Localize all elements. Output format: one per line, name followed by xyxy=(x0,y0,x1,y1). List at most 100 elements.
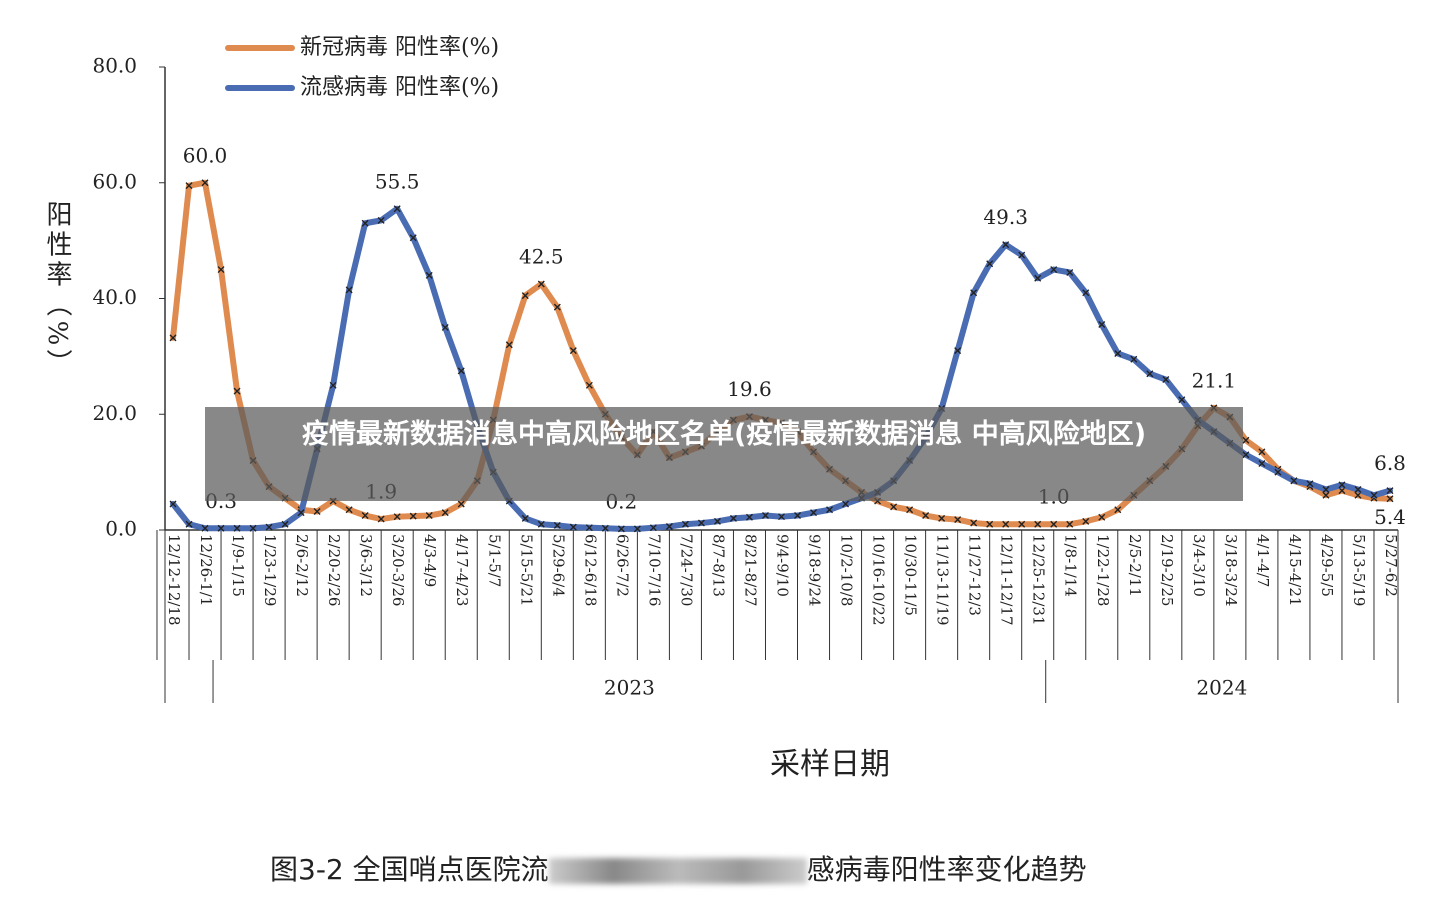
x-tick-label: 5/13-5/19 xyxy=(1350,534,1368,606)
point-marker xyxy=(1306,480,1314,488)
point-marker xyxy=(457,500,465,508)
y-tick-label: 60.0 xyxy=(92,169,137,193)
point-marker xyxy=(761,512,769,520)
point-marker xyxy=(233,387,241,395)
point-marker xyxy=(361,219,369,227)
point-marker xyxy=(1082,289,1090,297)
x-tick-label: 5/27-6/2 xyxy=(1382,534,1400,597)
data-label: 55.5 xyxy=(375,169,420,193)
point-marker xyxy=(265,523,273,531)
point-marker xyxy=(713,517,721,525)
point-marker xyxy=(665,523,673,531)
data-label: 5.4 xyxy=(1374,505,1406,529)
x-tick-label: 12/26-1/1 xyxy=(197,534,215,606)
point-marker xyxy=(1178,396,1186,404)
point-marker xyxy=(569,347,577,355)
data-label: 49.3 xyxy=(983,205,1028,229)
x-tick-label: 7/10-7/16 xyxy=(645,534,663,606)
point-marker xyxy=(569,523,577,531)
point-marker xyxy=(1066,268,1074,276)
point-marker xyxy=(249,524,257,532)
point-marker xyxy=(281,520,289,528)
point-marker xyxy=(329,381,337,389)
x-axis-title: 采样日期 xyxy=(770,747,890,782)
point-marker xyxy=(617,525,625,533)
caption-right: 感病毒阳性率变化趋势 xyxy=(806,853,1087,886)
point-marker xyxy=(1034,520,1042,528)
point-marker xyxy=(1386,495,1394,503)
point-marker xyxy=(361,512,369,520)
point-marker xyxy=(201,524,209,532)
point-marker xyxy=(954,516,962,524)
point-marker xyxy=(649,524,657,532)
point-marker xyxy=(169,500,177,508)
data-label: 60.0 xyxy=(183,143,228,167)
point-marker xyxy=(681,520,689,528)
point-marker xyxy=(233,524,241,532)
y-tick-label: 40.0 xyxy=(92,285,137,309)
point-marker xyxy=(954,347,962,355)
x-tick-label: 5/1-5/7 xyxy=(485,534,503,587)
x-tick-label: 11/13-11/19 xyxy=(934,534,952,626)
point-marker xyxy=(697,519,705,527)
x-tick-label: 10/2-10/8 xyxy=(838,534,856,606)
point-marker xyxy=(1242,436,1250,444)
caption-left: 图3-2 全国哨点医院流 xyxy=(270,853,549,886)
point-marker xyxy=(521,514,529,522)
point-marker xyxy=(1338,487,1346,495)
point-marker xyxy=(585,524,593,532)
point-marker xyxy=(169,334,177,342)
caption: 图3-2 全国哨点医院流 感病毒阳性率变化趋势 xyxy=(270,848,1087,888)
x-tick-label: 6/26-7/2 xyxy=(613,534,631,597)
point-marker xyxy=(585,381,593,389)
x-tick-label: 2/6-2/12 xyxy=(293,534,311,597)
point-marker xyxy=(1258,459,1266,467)
point-marker xyxy=(938,514,946,522)
x-tick-label: 1/23-1/29 xyxy=(261,534,279,606)
point-marker xyxy=(906,506,914,514)
point-marker xyxy=(729,514,737,522)
point-marker xyxy=(1322,485,1330,493)
y-axis-title: 阳性率（%） xyxy=(42,201,72,380)
point-marker xyxy=(1098,321,1106,329)
point-marker xyxy=(1130,355,1138,363)
point-marker xyxy=(537,520,545,528)
x-tick-label: 10/30-11/5 xyxy=(902,534,920,616)
x-tick-label: 9/18-9/24 xyxy=(806,534,824,606)
x-tick-label: 4/17-4/23 xyxy=(453,534,471,606)
point-marker xyxy=(1050,266,1058,274)
overlay-banner: 疫情最新数据消息中高风险地区名单(疫情最新数据消息 中高风险地区) xyxy=(205,407,1243,501)
point-marker xyxy=(425,271,433,279)
point-marker xyxy=(1242,451,1250,459)
y-tick-label: 20.0 xyxy=(92,401,137,425)
point-marker xyxy=(601,524,609,532)
point-marker xyxy=(1098,513,1106,521)
point-marker xyxy=(217,266,225,274)
point-marker xyxy=(1018,520,1026,528)
point-marker xyxy=(1082,517,1090,525)
x-tick-label: 8/21-8/27 xyxy=(741,534,759,606)
point-marker xyxy=(537,280,545,288)
point-marker xyxy=(922,512,930,520)
y-tick-label: 0.0 xyxy=(105,517,137,541)
point-marker xyxy=(1354,485,1362,493)
x-tick-label: 2/5-2/11 xyxy=(1126,534,1144,597)
point-marker xyxy=(970,519,978,527)
x-tick-label: 1/9-1/15 xyxy=(229,534,247,597)
point-marker xyxy=(505,341,513,349)
year-label: 2023 xyxy=(604,676,655,700)
x-tick-label: 9/4-9/10 xyxy=(774,534,792,597)
x-tick-label: 10/16-10/22 xyxy=(870,534,888,626)
point-marker xyxy=(1258,448,1266,456)
x-tick-label: 5/15-5/21 xyxy=(517,534,535,606)
point-marker xyxy=(1338,481,1346,489)
x-tick-label: 1/8-1/14 xyxy=(1062,534,1080,597)
x-tick-label: 3/20-3/26 xyxy=(389,534,407,606)
point-marker xyxy=(393,205,401,213)
data-label: 21.1 xyxy=(1192,368,1237,392)
point-marker xyxy=(377,216,385,224)
point-marker xyxy=(441,509,449,517)
point-marker xyxy=(1018,251,1026,259)
legend-label: 新冠病毒 阳性率(%) xyxy=(300,35,499,60)
point-marker xyxy=(778,513,785,521)
